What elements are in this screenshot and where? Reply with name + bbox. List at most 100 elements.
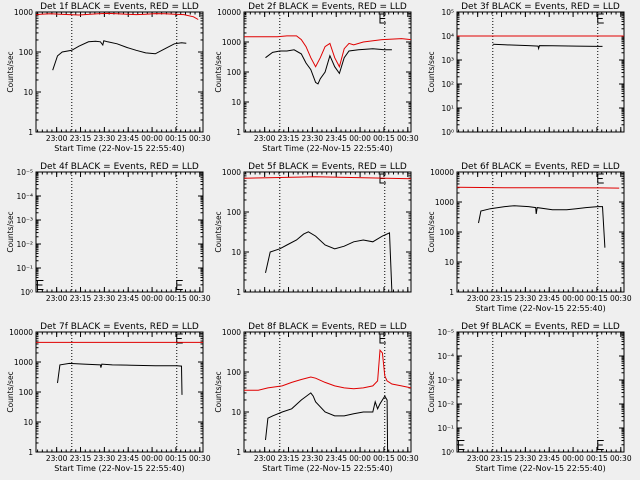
y-tick-label: 10 xyxy=(231,248,241,257)
x-axis-label: Start Time (22-Nov-15 22:55:40) xyxy=(262,144,392,153)
x-tick-label: 23:00 xyxy=(254,134,276,143)
x-tick-label: 00:15 xyxy=(373,454,395,463)
x-tick-label: 23:30 xyxy=(94,454,116,463)
x-tick-label: 23:30 xyxy=(515,454,537,463)
panel-title: Det 1f BLACK = Events, RED = LLD xyxy=(40,2,199,12)
y-tick-label: 10⁴ xyxy=(441,32,454,41)
x-tick-label: 23:30 xyxy=(94,134,116,143)
panel-title: Det 4f BLACK = Events, RED = LLD xyxy=(40,162,199,172)
x-tick-label: 00:30 xyxy=(189,454,211,463)
y-tick-label: 1000 xyxy=(14,358,33,367)
e-bracket-marker xyxy=(379,13,386,24)
events-series-line xyxy=(478,205,606,248)
x-tick-label: 00:15 xyxy=(586,294,608,303)
e-bracket-marker xyxy=(36,280,44,291)
y-tick-label: 10⁵ xyxy=(441,8,454,17)
x-tick-label: 23:30 xyxy=(515,294,537,303)
x-tick-label: 00:00 xyxy=(562,294,584,303)
x-tick-label: 00:30 xyxy=(397,454,419,463)
e-bracket-marker xyxy=(597,173,604,184)
x-tick-label: 00:30 xyxy=(610,454,632,463)
x-tick-label: 23:15 xyxy=(278,454,300,463)
y-tick-label: 10⁰ xyxy=(441,448,454,457)
panel-det-8: Det 8f BLACK = Events, RED = LLD 1 10 100 10… xyxy=(214,322,419,473)
x-tick-label: 00:15 xyxy=(165,134,187,143)
y-axis-label: Counts/sec xyxy=(214,211,223,252)
lld-series-line xyxy=(35,12,199,20)
lld-series-line xyxy=(456,186,620,189)
y-tick-label: 10⁻³ xyxy=(16,216,33,225)
y-tick-label: 10000 xyxy=(430,168,454,177)
y-tick-label: 10 xyxy=(23,88,33,97)
x-tick-label: 23:45 xyxy=(117,454,139,463)
y-tick-label: 100 xyxy=(19,48,34,57)
y-tick-label: 10000 xyxy=(9,328,33,337)
x-tick-label: 23:15 xyxy=(491,294,513,303)
x-tick-label: 00:15 xyxy=(373,134,395,143)
plot-frame xyxy=(35,11,204,133)
events-series-line xyxy=(52,40,187,71)
x-tick-label: 00:00 xyxy=(349,454,371,463)
x-tick-label: 00:15 xyxy=(586,454,608,463)
x-tick-label: 23:00 xyxy=(46,454,68,463)
y-axis-label: Counts/sec xyxy=(6,51,15,92)
x-tick-label: 00:30 xyxy=(189,134,211,143)
x-tick-label: 00:30 xyxy=(189,294,211,303)
x-tick-label: 00:15 xyxy=(165,454,187,463)
y-tick-label: 10⁻⁴ xyxy=(16,192,33,201)
plot-frame xyxy=(35,171,204,293)
y-tick-label: 10 xyxy=(231,408,241,417)
panel-det-3: Det 3f BLACK = Events, RED = LLD 10⁰ 10¹ 10… xyxy=(427,2,625,137)
y-tick-label: 1 xyxy=(28,128,33,137)
x-axis-label: Start Time (22-Nov-15 22:55:40) xyxy=(475,464,605,473)
panel-title: Det 9f BLACK = Events, RED = LLD xyxy=(461,322,620,332)
panel-det-1: Det 1f BLACK = Events, RED = LLD 1 10 100 10… xyxy=(6,2,211,153)
y-tick-label: 10 xyxy=(444,258,454,267)
y-axis-label: Counts/sec xyxy=(427,51,436,92)
y-tick-label: 10⁰ xyxy=(441,128,454,137)
x-tick-label: 00:00 xyxy=(141,134,163,143)
y-axis-label: Counts/sec xyxy=(427,211,436,252)
e-bracket-marker xyxy=(597,440,604,451)
panel-title: Det 3f BLACK = Events, RED = LLD xyxy=(461,2,620,12)
panel-title: Det 7f BLACK = Events, RED = LLD xyxy=(40,322,199,332)
panel-title: Det 8f BLACK = Events, RED = LLD xyxy=(248,322,407,332)
y-tick-label: 100 xyxy=(227,208,242,217)
y-tick-label: 10⁻⁴ xyxy=(437,352,454,361)
x-tick-label: 23:45 xyxy=(117,134,139,143)
x-tick-label: 23:15 xyxy=(491,454,513,463)
y-tick-label: 10000 xyxy=(217,8,241,17)
plot-frame xyxy=(243,171,412,293)
y-tick-label: 1000 xyxy=(222,168,241,177)
y-tick-label: 10⁻² xyxy=(16,240,33,249)
panel-det-4: Det 4f BLACK = Events, RED = LLD 10⁰ 10⁻¹ 1… xyxy=(6,162,211,303)
y-tick-label: 1 xyxy=(236,288,241,297)
events-series-line xyxy=(265,48,392,85)
x-tick-label: 23:45 xyxy=(117,294,139,303)
plot-frame xyxy=(243,331,412,453)
y-tick-label: 100 xyxy=(440,228,455,237)
x-tick-label: 23:00 xyxy=(46,294,68,303)
y-tick-label: 10 xyxy=(23,418,33,427)
y-tick-label: 1 xyxy=(236,448,241,457)
panel-det-5: Det 5f BLACK = Events, RED = LLD 1 10 100 10… xyxy=(214,162,412,297)
y-tick-label: 10² xyxy=(441,80,454,89)
y-axis-label: Counts/sec xyxy=(214,51,223,92)
events-series-line xyxy=(265,392,389,453)
x-tick-label: 23:00 xyxy=(467,454,489,463)
y-axis-label: Counts/sec xyxy=(6,211,15,252)
x-axis-label: Start Time (22-Nov-15 22:55:40) xyxy=(262,464,392,473)
y-tick-label: 10⁻⁵ xyxy=(437,328,454,337)
e-bracket-marker xyxy=(379,333,386,344)
lld-series-line xyxy=(243,176,412,180)
y-tick-label: 100 xyxy=(227,368,242,377)
x-tick-label: 00:00 xyxy=(141,454,163,463)
e-bracket-marker xyxy=(176,333,183,344)
x-tick-label: 00:00 xyxy=(562,454,584,463)
plot-frame xyxy=(456,11,625,133)
y-tick-label: 1 xyxy=(449,288,454,297)
panel-title: Det 5f BLACK = Events, RED = LLD xyxy=(248,162,407,172)
x-tick-label: 23:15 xyxy=(278,134,300,143)
y-tick-label: 10⁻¹ xyxy=(437,424,454,433)
y-tick-label: 10³ xyxy=(441,56,454,65)
